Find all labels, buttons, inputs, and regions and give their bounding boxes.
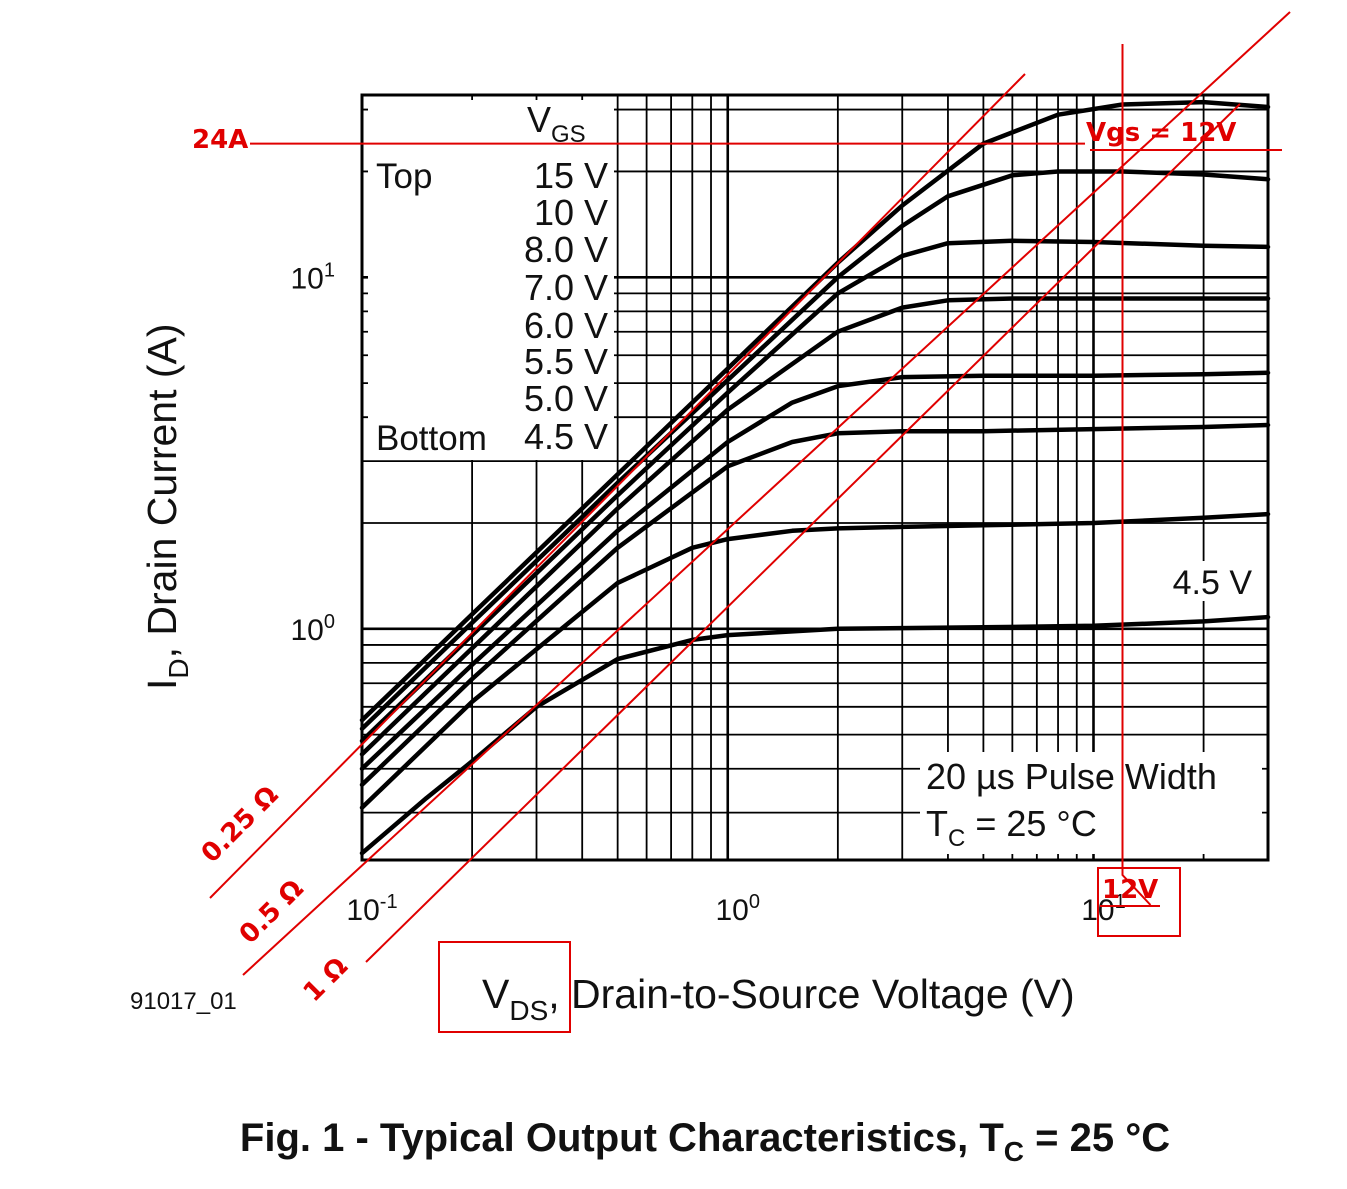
curve-5-5-V xyxy=(359,422,1271,788)
curve-4-5-V xyxy=(359,614,1271,856)
curve-7-0-V xyxy=(359,296,1271,757)
legend-entry: 10 V xyxy=(534,192,608,233)
curve-10-V xyxy=(359,169,1271,731)
vline-12v-box xyxy=(1097,867,1181,937)
legend-entry: 15 V xyxy=(534,155,608,196)
note-backdrop xyxy=(920,752,1262,854)
curve-6-0-V xyxy=(359,370,1271,771)
y-tick-label: 101 xyxy=(291,259,336,295)
curve-label-backdrop xyxy=(1156,561,1260,601)
y-tick-labels: 100 101 xyxy=(291,259,336,647)
x-tick-labels: 10-1 100 101 xyxy=(346,891,1125,927)
curve-15-V xyxy=(359,99,1271,723)
curve-label-4-5v: 4.5 V xyxy=(1173,564,1253,602)
curves-group xyxy=(359,99,1271,856)
temperature-note: TC = 25 °C xyxy=(926,803,1097,852)
figure-id: 91017_01 xyxy=(130,988,237,1015)
y-tick-label: 100 xyxy=(291,611,336,647)
figure-title: Fig. 1 - Typical Output Characteristics,… xyxy=(240,1116,1170,1167)
vline-12v-label: 12V xyxy=(1102,875,1158,905)
legend-bottom-label: Bottom xyxy=(376,419,487,458)
legend-entry: 5.5 V xyxy=(524,341,608,382)
res-0-5-ohm-label: 0.5 Ω xyxy=(234,874,310,950)
legend-entry: 6.0 V xyxy=(524,305,608,346)
legend-entries: 15 V10 V8.0 V7.0 V6.0 V5.5 V5.0 V4.5 V xyxy=(524,155,608,457)
res-0-25-ohm-label: 0.25 Ω xyxy=(196,780,285,869)
res-line-0-5-ohm xyxy=(242,11,1291,976)
legend-entry: 5.0 V xyxy=(524,378,608,419)
res-line-0-25-ohm xyxy=(209,73,1026,899)
legend-entry: 8.0 V xyxy=(524,229,608,270)
vline-12v xyxy=(1121,44,1152,906)
hline-24a-label: 24A xyxy=(192,125,248,155)
plot-grid xyxy=(362,95,1268,860)
red-annotations xyxy=(209,11,1291,976)
curve-8-0-V xyxy=(359,238,1271,744)
res-1-ohm-label: 1 Ω xyxy=(298,952,354,1008)
x-axis-label: VDS, Drain-to-Source Voltage (V) xyxy=(482,971,1075,1026)
res-line-1-ohm xyxy=(365,103,1241,963)
legend-entry: 4.5 V xyxy=(524,416,608,457)
curve-5-0-V xyxy=(359,511,1271,810)
vgs-12v-label: Vgs = 12V xyxy=(1086,118,1236,148)
legend-top-label: Top xyxy=(376,157,432,196)
legend-entry: 7.0 V xyxy=(524,267,608,308)
vds-highlight-box xyxy=(438,941,571,1033)
pulse-width-note: 20 µs Pulse Width xyxy=(926,756,1217,797)
x-tick-label: 100 xyxy=(715,891,760,927)
y-axis-label: ID, Drain Current (A) xyxy=(139,323,194,690)
plot-frame xyxy=(360,93,1270,862)
x-tick-label: 10-1 xyxy=(346,891,397,927)
legend-backdrop xyxy=(368,100,614,460)
